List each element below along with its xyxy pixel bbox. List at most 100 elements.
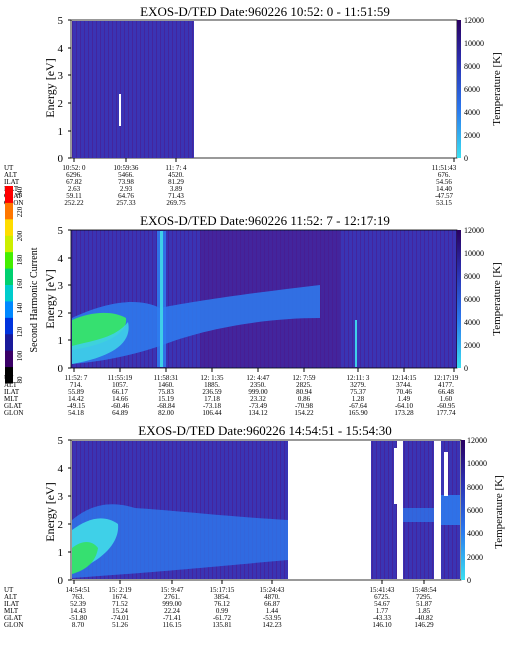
panel-2-row-labels: UT ALT ILAT MLT GLAT GLON [4, 374, 23, 417]
row-label: ILAT [4, 600, 20, 608]
orbit-column: 11:58:31 1460. 75.83 15.19 -68.84 82.00 [154, 368, 179, 417]
row-label: MLT [4, 607, 19, 615]
panel-2-spike-core [160, 231, 163, 367]
ut-value: 15:48:54 [412, 586, 437, 594]
orbit-value: -51.80 [69, 614, 88, 622]
orbit-value: 75.37 [350, 388, 366, 396]
orbit-column: 12:11: 3 3279. 75.37 1.28 -67.64 165.90 [347, 368, 370, 417]
panel-3-ytick-label: 3 [58, 491, 64, 503]
ut-value: 11:51:43 [432, 164, 457, 172]
orbit-value: 14.66 [112, 395, 128, 403]
panel-3-yticks: 0 1 2 3 4 5 [58, 435, 71, 587]
orbit-value: 999.00 [248, 388, 268, 396]
row-label: ALT [4, 593, 18, 601]
orbit-value: -40.82 [415, 614, 434, 622]
panel-2-colorbar: 0 2000 4000 6000 8000 10000 12000 Temper… [457, 226, 503, 373]
orbit-value: 7295. [416, 593, 432, 601]
orbit-value: 173.28 [394, 409, 414, 417]
side-colorbar-cell [5, 284, 13, 302]
orbit-value: -73.18 [203, 402, 222, 410]
orbit-value: 1.85 [418, 607, 431, 615]
side-cbar-tick: 180 [16, 254, 24, 265]
panel-3-cbar-tick: 2000 [467, 553, 483, 562]
orbit-value: -43.33 [373, 614, 392, 622]
row-label: GLON [4, 409, 23, 417]
row-label: GLAT [4, 192, 23, 200]
orbit-column: 11:51:43 676. 54.56 14.40 -47.57 53.15 [432, 158, 457, 207]
side-colorbar-cell [5, 317, 13, 335]
ut-value: 11:55:19 [108, 374, 133, 382]
orbit-column: 12: 1:35 1885. 236.59 17.18 -73.18 106.4… [200, 368, 224, 417]
ut-value: 12: 1:35 [200, 374, 224, 382]
orbit-value: -67.64 [349, 402, 368, 410]
orbit-value: -49.15 [67, 402, 86, 410]
orbit-value: 177.74 [436, 409, 456, 417]
panel-2-cbar-tick: 4000 [464, 318, 480, 327]
ut-value: 14:54:51 [66, 586, 91, 594]
side-colorbar: 80 100 120 140 160 180 200 220 240 Secon… [5, 186, 40, 384]
panel-1-cbar-tick: 8000 [464, 62, 480, 71]
orbit-value: -73.49 [249, 402, 268, 410]
orbit-value: 2.63 [68, 185, 81, 193]
ut-value: 15:24:43 [260, 586, 285, 594]
panel-1-yticks: 0 1 2 3 4 5 [58, 15, 71, 165]
orbit-value: -74.01 [111, 614, 130, 622]
row-label: ALT [4, 381, 18, 389]
panel-3-segment [371, 441, 397, 579]
orbit-column: 12: 7:59 2825. 80.94 0.86 -70.98 154.22 [292, 368, 316, 417]
orbit-value: 269.75 [166, 199, 186, 207]
orbit-value: 59.11 [66, 192, 82, 200]
orbit-value: 2350. [250, 381, 266, 389]
orbit-value: -60.46 [111, 402, 130, 410]
panel-3-white-gap [444, 452, 448, 496]
panel-1-title: EXOS-D/TED Date:960226 10:52: 0 - 11:51:… [140, 4, 390, 19]
orbit-value: -53.95 [263, 614, 282, 622]
orbit-column: 15: 2:19 1674. 71.52 15.24 -74.01 51.26 [108, 580, 132, 629]
panel-3-ytick-label: 1 [58, 547, 64, 559]
orbit-value: 70.46 [396, 388, 412, 396]
panel-2-ytick-label: 1 [58, 335, 64, 347]
panel-3-white-gap [394, 448, 397, 504]
panel-1-ytick-label: 1 [58, 126, 64, 138]
panel-2-low-energy-band [72, 285, 320, 364]
panel-2-cyan-blob [72, 322, 129, 364]
orbit-column: 12:14:15 3744. 70.46 1.49 -64.10 173.28 [392, 368, 417, 417]
panel-2-green-blob [72, 312, 127, 350]
panel-2-ytick-label: 2 [58, 308, 64, 320]
row-label: GLON [4, 199, 23, 207]
orbit-value: 6296. [66, 171, 82, 179]
orbit-value: 1.77 [376, 607, 389, 615]
orbit-value: 81.29 [168, 178, 184, 186]
row-label: ILAT [4, 388, 20, 396]
ut-value: 12:17:19 [434, 374, 459, 382]
panel-1-cbar-tick: 12000 [464, 16, 484, 25]
side-cbar-tick: 160 [16, 278, 24, 289]
panel-2-ytick-label: 5 [58, 225, 64, 237]
side-cbar-tick: 200 [16, 230, 24, 241]
side-colorbar-ticks: 80 100 120 140 160 180 200 220 240 [16, 186, 24, 383]
ut-value: 12:11: 3 [347, 374, 370, 382]
panel-1-cbar-tick: 0 [464, 154, 468, 163]
panel-1-ytick-label: 2 [58, 98, 64, 110]
side-colorbar-cell [5, 333, 13, 351]
orbit-value: 676. [438, 171, 451, 179]
panel-3-row-labels: UT ALT ILAT MLT GLAT GLON [4, 586, 23, 629]
orbit-column: 11: 7: 4 4520. 81.29 3.89 71.43 269.75 [165, 158, 187, 207]
panel-1-colorbar: 0 2000 4000 6000 8000 10000 12000 Temper… [457, 16, 503, 163]
orbit-value: 14.40 [436, 185, 452, 193]
orbit-column: 10:52: 0 6296. 67.82 2.63 59.11 252.22 [62, 158, 86, 207]
panel-1-ytick-label: 4 [58, 43, 64, 55]
side-cbar-tick: 100 [16, 350, 24, 361]
side-cbar-tick: 140 [16, 302, 24, 313]
ut-value: 12:14:15 [392, 374, 417, 382]
panel-3-cbar-label: Temperature [K] [493, 475, 505, 548]
panel-2-cbar-tick: 0 [464, 364, 468, 373]
ut-value: 11:52: 7 [65, 374, 88, 382]
side-cbar-tick: 120 [16, 326, 24, 337]
orbit-value: 3854. [214, 593, 230, 601]
orbit-value: 52.39 [70, 600, 86, 608]
orbit-column: 12:17:19 4177. 66.48 1.60 -60.95 177.74 [434, 368, 459, 417]
panel-2-cbar-tick: 8000 [464, 272, 480, 281]
orbit-value: 4177. [438, 381, 454, 389]
